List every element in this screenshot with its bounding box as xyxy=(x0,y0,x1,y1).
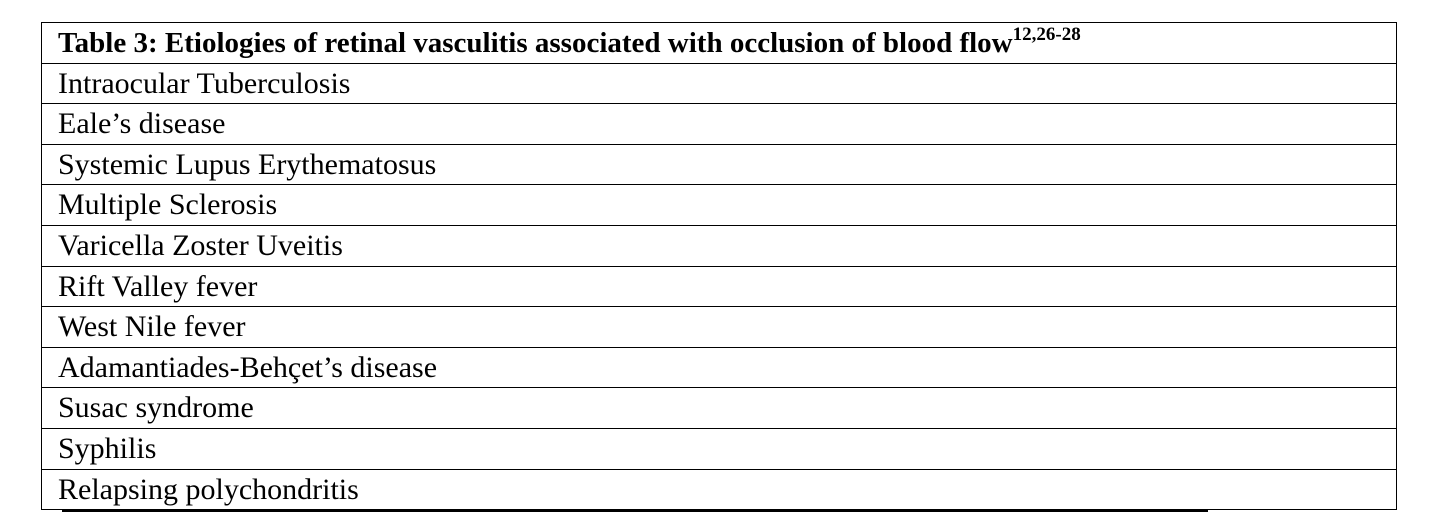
table-header: Table 3: Etiologies of retinal vasculiti… xyxy=(42,23,1396,64)
table-row: Adamantiades-Behçet’s disease xyxy=(42,348,1396,389)
table-row: Intraocular Tuberculosis xyxy=(42,64,1396,105)
table-row: Susac syndrome xyxy=(42,388,1396,429)
table-row: Varicella Zoster Uveitis xyxy=(42,226,1396,267)
table-row: Rift Valley fever xyxy=(42,267,1396,308)
table: Table 3: Etiologies of retinal vasculiti… xyxy=(41,22,1397,511)
table-title: Table 3: Etiologies of retinal vasculiti… xyxy=(58,27,1013,59)
table-row: Multiple Sclerosis xyxy=(42,185,1396,226)
table-row: Syphilis xyxy=(42,429,1396,470)
table-row: West Nile fever xyxy=(42,307,1396,348)
bottom-rule xyxy=(62,509,1208,512)
table-row: Relapsing polychondritis xyxy=(42,470,1396,511)
table-row: Eale’s disease xyxy=(42,104,1396,145)
citation: 12,26-28 xyxy=(1012,24,1081,45)
table-row: Systemic Lupus Erythematosus xyxy=(42,145,1396,186)
